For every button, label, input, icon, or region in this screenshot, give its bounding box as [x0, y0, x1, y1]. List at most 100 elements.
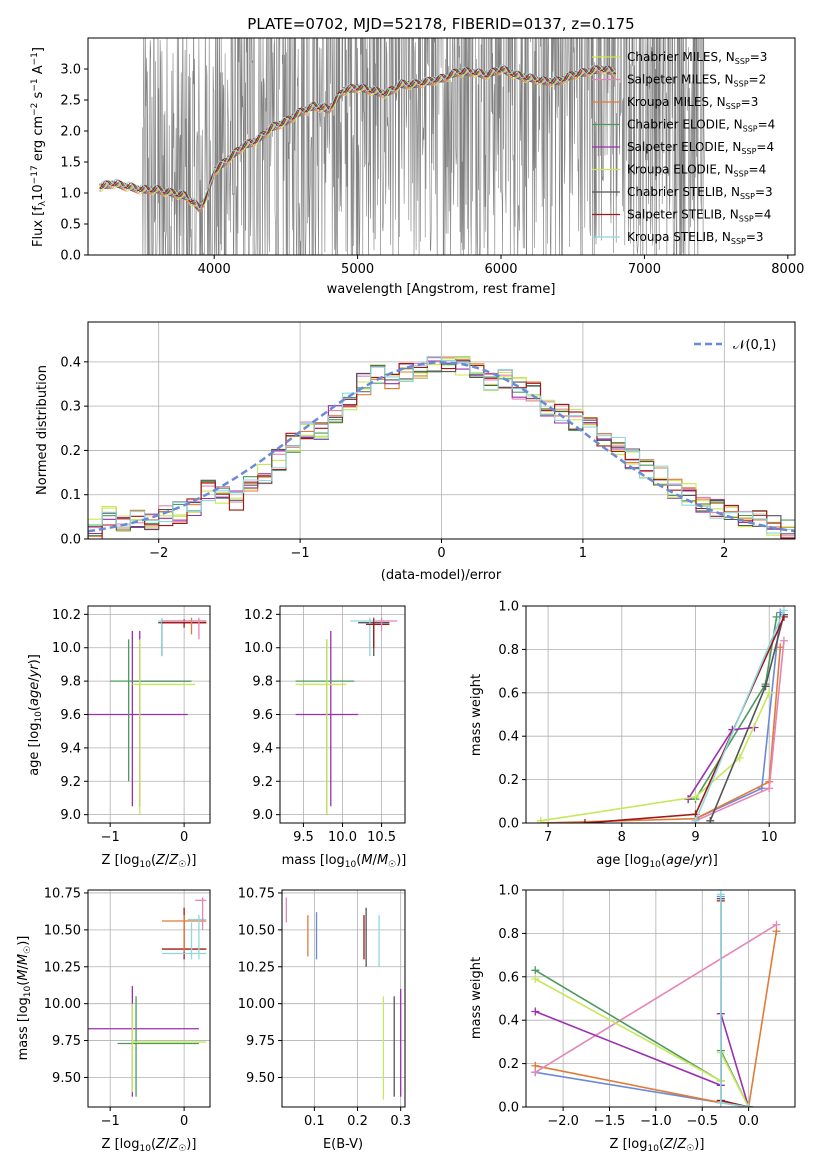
weight-age-axes-frame [525, 605, 796, 824]
x-tick-label: 2 [720, 546, 728, 561]
ebv-mass-panel: 0.1 0.2 0.3 9.50 9.75 10.00 10.25 10.50 10.75 E(… [238, 886, 411, 1152]
y-tick-label: 9.50 [52, 1071, 81, 1086]
weight-marker-salpeter_miles [531, 1068, 540, 1077]
plot-clip-group [88, 897, 207, 1097]
legend-label-chabrier_elodie: Chabrier ELODIE, NSSP=4 [627, 118, 775, 134]
normal-curve [88, 361, 795, 533]
weight-line-salpeter_miles [534, 924, 777, 1073]
z-age-plot-area: −1 0 9.0 9.2 9.4 9.6 9.8 10.0 10.2 [52, 606, 210, 845]
mass-age-plot-area: 9.5 10.0 10.5 9.0 9.2 9.4 9.6 9.8 10.0 10.2 [244, 606, 405, 845]
plot-clip-group [88, 356, 795, 539]
y-tick-label: 10.25 [238, 960, 275, 975]
y-tick-label: 0.0 [60, 249, 81, 264]
x-tick-label: 6000 [484, 262, 517, 277]
x-tick-label: −1 [291, 546, 310, 561]
y-tick-label: 9.4 [60, 741, 81, 756]
y-tick-label: 10.75 [238, 886, 275, 901]
y-tick-label: 0.6 [498, 686, 519, 701]
residuals-xlabel: (data-model)/error [381, 568, 502, 583]
weight-line-chabrier_stelib [709, 614, 785, 822]
legend-label-kroupa_stelib: Kroupa STELIB, NSSP=3 [627, 230, 764, 246]
residuals-legend: 𝒩(0,1) [694, 338, 776, 353]
residuals-plot-area: −2 −1 0 1 2 0.0 0.1 0.2 0.3 0.4 [60, 322, 795, 561]
weight-marker-salpeter_miles [765, 784, 774, 793]
ebv-mass-plot-area: 0.1 0.2 0.3 9.50 9.75 10.00 10.25 10.50 10.75 [238, 886, 411, 1129]
weight-marker-kroupa_elodie [691, 792, 700, 801]
y-tick-label: 1.5 [60, 156, 81, 171]
y-tick-label: 0.2 [60, 444, 81, 459]
legend-label-chabrier_miles: Chabrier MILES, NSSP=3 [627, 50, 767, 66]
z-mass-axes-frame [87, 889, 211, 1108]
legend-label-kroupa_miles: Kroupa MILES, NSSP=3 [627, 95, 758, 111]
weight-line-kroupa_stelib [694, 609, 785, 822]
y-tick-label: 0.4 [498, 730, 519, 745]
x-tick-label: 10.5 [367, 830, 396, 845]
z-age-xlabel: Z [log10(Z/Z☉)] [102, 853, 197, 870]
y-tick-label: 0.0 [498, 817, 519, 832]
figure-title: PLATE=0702, MJD=52178, FIBERID=0137, z=0… [247, 15, 634, 33]
weight-marker-chabrier_elodie [531, 966, 540, 975]
plot-clip-group [88, 617, 207, 815]
y-tick-label: 1.0 [60, 187, 81, 202]
weight-age-xlabel: age [log10(age/yr)] [596, 853, 718, 870]
plot-clip-group [531, 890, 781, 1107]
x-tick-label: 0 [180, 830, 188, 845]
weight-line-kroupa_stelib [720, 894, 749, 1107]
x-tick-label: −1 [101, 1114, 120, 1129]
legend-label-kroupa_elodie: Kroupa ELODIE, NSSP=4 [627, 163, 766, 179]
ebv-mass-axes-frame [281, 889, 406, 1108]
x-tick-label: 0 [437, 546, 445, 561]
weight-marker-salpeter_elodie [531, 1007, 540, 1016]
data-spectrum-line [142, 38, 705, 255]
weight-marker-kroupa_stelib [716, 890, 725, 899]
weight-marker-kroupa_stelib [779, 606, 788, 615]
residuals-axes-frame [87, 321, 796, 540]
legend-label-chabrier_stelib: Chabrier STELIB, NSSP=3 [627, 185, 773, 201]
histogram-kroupa_stelib [88, 356, 795, 539]
model-line-kroupa_stelib [99, 64, 617, 210]
weight-marker-kroupa_elodie [531, 974, 540, 983]
y-tick-label: 10.00 [238, 997, 275, 1012]
y-tick-label: 0.0 [60, 533, 81, 548]
y-tick-label: 9.0 [252, 808, 273, 823]
x-tick-label: 9 [691, 830, 699, 845]
weight-z-axes-frame [525, 889, 796, 1108]
y-tick-label: 0.6 [498, 970, 519, 985]
weight-marker-kroupa_stelib [744, 1103, 753, 1107]
spectrum-ylabel: Flux [fλ10−17 erg cm−2 s−1 A−1] [30, 47, 48, 247]
x-tick-label: −1.0 [640, 1114, 672, 1129]
y-tick-label: 9.6 [60, 708, 81, 723]
weight-marker-kroupa_stelib [716, 1098, 725, 1107]
y-tick-label: 0.0 [498, 1101, 519, 1116]
x-tick-label: −2 [149, 546, 168, 561]
y-tick-label: 10.50 [238, 923, 275, 938]
y-tick-label: 9.8 [60, 675, 81, 690]
z-age-ylabel: age [log10(age/yr)] [27, 654, 44, 776]
weight-marker-chabrier_stelib [706, 816, 715, 823]
y-tick-label: 9.75 [246, 1034, 275, 1049]
y-tick-label: 9.75 [52, 1034, 81, 1049]
weight-marker-salpeter_stelib [580, 819, 589, 823]
weight-line-salpeter_stelib [720, 900, 749, 1107]
x-tick-label: 0.0 [738, 1114, 759, 1129]
residuals-legend-label: 𝒩(0,1) [733, 338, 776, 353]
weight-z-panel: −2.0 −1.5 −1.0 −0.5 0.0 0.0 0.2 0.4 0.6 0.8 1.0 Z … [469, 884, 796, 1154]
x-tick-label: 10.0 [328, 830, 357, 845]
z-age-axes-frame [87, 605, 211, 824]
y-tick-label: 10.2 [52, 608, 81, 623]
y-tick-label: 0.3 [60, 400, 81, 415]
y-tick-label: 0.8 [498, 927, 519, 942]
y-tick-label: 10.25 [44, 960, 81, 975]
z-mass-xlabel: Z [log10(Z/Z☉)] [102, 1137, 197, 1154]
x-tick-label: −1.5 [594, 1114, 626, 1129]
mass-age-panel: 9.5 10.0 10.5 9.0 9.2 9.4 9.6 9.8 10.0 10.2 mass … [244, 605, 406, 870]
y-tick-label: 9.50 [246, 1071, 275, 1086]
x-tick-label: −2.0 [547, 1114, 579, 1129]
x-tick-label: 10 [761, 830, 778, 845]
y-tick-label: 9.6 [252, 708, 273, 723]
y-tick-label: 1.0 [498, 884, 519, 899]
weight-age-plot-area: 7 8 9 10 0.0 0.2 0.4 0.6 0.8 1.0 [498, 600, 795, 845]
x-tick-label: 4000 [198, 262, 231, 277]
weight-age-panel: 7 8 9 10 0.0 0.2 0.4 0.6 0.8 1.0 age [log10(age/y… [469, 600, 796, 870]
x-tick-label: 0.1 [304, 1114, 325, 1129]
